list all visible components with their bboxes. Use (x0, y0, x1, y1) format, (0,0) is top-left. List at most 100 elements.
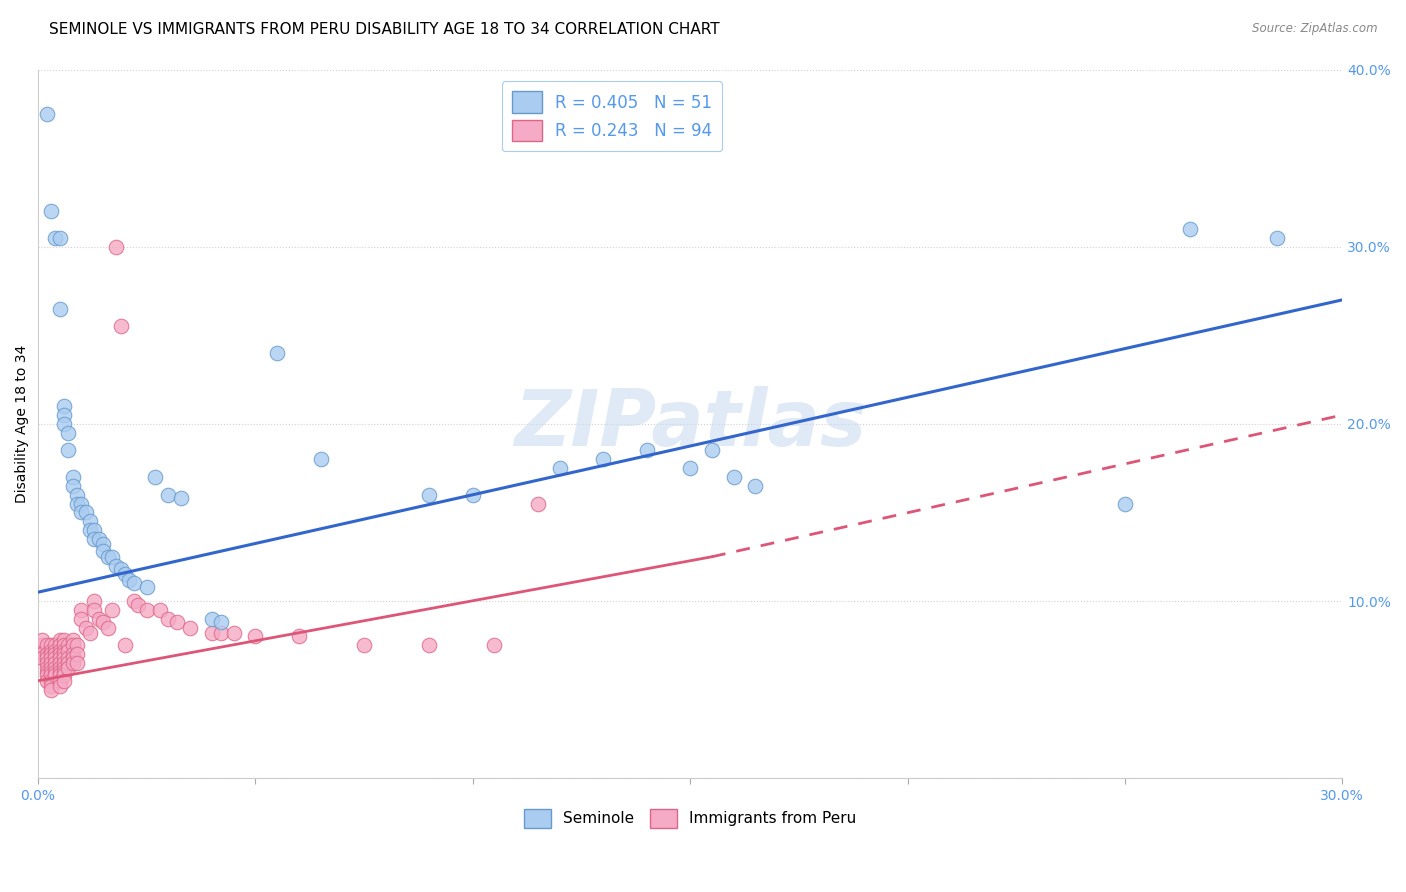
Point (53, 638, 76, 652)
Point (48, 643, 70, 657)
Point (1114, 497, 1136, 511)
Text: SEMINOLE VS IMMIGRANTS FROM PERU DISABILITY AGE 18 TO 34 CORRELATION CHART: SEMINOLE VS IMMIGRANTS FROM PERU DISABIL… (49, 22, 720, 37)
Point (201, 626, 224, 640)
Point (53, 647, 76, 661)
Point (62, 656, 84, 670)
Point (48, 301, 70, 316)
Point (53, 661, 76, 675)
Point (679, 461, 702, 475)
Point (1178, 222, 1201, 236)
Point (39, 650, 62, 665)
Point (44, 661, 66, 675)
Point (44, 231, 66, 245)
Point (58, 661, 80, 675)
Point (149, 603, 172, 617)
Point (39, 665, 62, 679)
Point (44, 647, 66, 661)
Y-axis label: Disability Age 18 to 34: Disability Age 18 to 34 (15, 345, 30, 503)
Point (48, 638, 70, 652)
Point (83, 523, 105, 537)
Point (91, 537, 114, 551)
Point (101, 603, 124, 617)
Point (48, 673, 70, 688)
Point (39, 638, 62, 652)
Point (48, 656, 70, 670)
Point (66, 656, 89, 670)
Point (35, 107, 58, 121)
Point (245, 630, 267, 644)
Point (48, 668, 70, 682)
Point (39, 673, 62, 688)
Point (66, 638, 89, 652)
Point (83, 594, 105, 608)
Point (592, 452, 614, 467)
Point (44, 643, 66, 657)
Text: ZIPatlas: ZIPatlas (515, 386, 866, 462)
Point (53, 668, 76, 682)
Point (35, 650, 58, 665)
Point (79, 626, 101, 640)
Point (201, 612, 224, 626)
Point (66, 647, 89, 661)
Point (723, 470, 745, 484)
Point (53, 665, 76, 679)
Point (157, 488, 180, 502)
Point (62, 650, 84, 665)
Point (31, 647, 53, 661)
Point (170, 491, 193, 506)
Point (135, 580, 157, 594)
Point (53, 673, 76, 688)
Point (53, 656, 76, 670)
Point (35, 673, 58, 688)
Point (53, 399, 76, 413)
Point (53, 650, 76, 665)
Point (166, 615, 188, 630)
Point (48, 679, 70, 693)
Point (288, 630, 311, 644)
Point (143, 470, 166, 484)
Point (39, 679, 62, 693)
Point (548, 461, 571, 475)
Point (62, 633, 84, 648)
Point (96, 621, 118, 635)
Point (48, 661, 70, 675)
Point (114, 567, 136, 582)
Point (418, 638, 440, 652)
Point (35, 638, 58, 652)
Point (48, 650, 70, 665)
Point (110, 562, 132, 576)
Point (44, 656, 66, 670)
Point (209, 615, 232, 630)
Point (53, 633, 76, 648)
Point (44, 668, 66, 682)
Point (91, 544, 114, 558)
Point (266, 346, 288, 360)
Point (179, 621, 201, 635)
Point (58, 643, 80, 657)
Point (87, 532, 110, 546)
Point (48, 231, 70, 245)
Point (309, 452, 332, 467)
Point (744, 479, 766, 493)
Point (75, 621, 97, 635)
Point (58, 638, 80, 652)
Point (39, 656, 62, 670)
Point (35, 661, 58, 675)
Point (527, 497, 550, 511)
Point (39, 661, 62, 675)
Point (58, 425, 80, 440)
Point (44, 638, 66, 652)
Point (636, 443, 658, 458)
Point (70, 603, 93, 617)
Point (35, 647, 58, 661)
Point (39, 204, 62, 219)
Point (75, 506, 97, 520)
Point (110, 319, 132, 334)
Point (58, 656, 80, 670)
Point (53, 417, 76, 431)
Point (31, 638, 53, 652)
Point (118, 573, 141, 587)
Point (58, 443, 80, 458)
Point (70, 506, 93, 520)
Point (105, 240, 128, 254)
